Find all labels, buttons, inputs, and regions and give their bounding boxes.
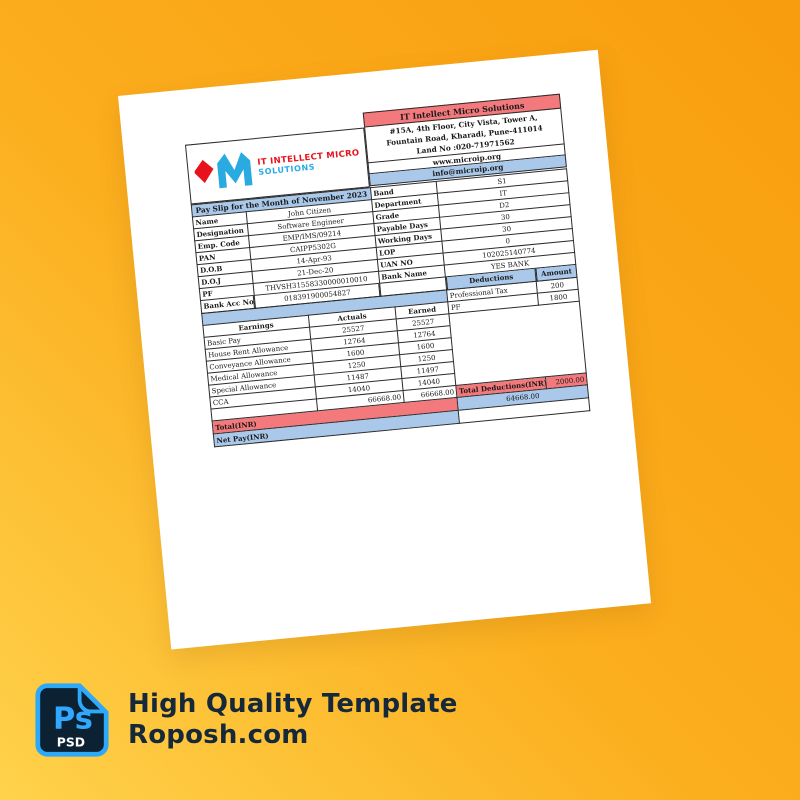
branding-text: High Quality Template Roposh.com — [128, 689, 458, 751]
branding-line-2: Roposh.com — [128, 720, 309, 750]
psd-icon-label: PSD — [57, 736, 85, 750]
payslip-paper: IT Intellect Micro SOLUTIONS IT Intellec… — [118, 49, 652, 650]
photoshop-psd-file-icon: Ps PSD — [35, 683, 109, 757]
company-logo: IT Intellect Micro SOLUTIONS — [184, 127, 371, 205]
logo-mark-icon — [194, 152, 253, 189]
logo-text: IT Intellect Micro SOLUTIONS — [257, 148, 361, 178]
ps-icon-label: Ps — [53, 702, 93, 737]
branding-line-1: High Quality Template — [128, 689, 458, 719]
payslip-header: IT Intellect Micro SOLUTIONS IT Intellec… — [184, 93, 567, 205]
payslip-document: IT Intellect Micro SOLUTIONS IT Intellec… — [184, 93, 591, 448]
branding-block: Ps PSD High Quality Template Roposh.com — [34, 682, 458, 758]
deductions-empty-area — [449, 301, 587, 386]
